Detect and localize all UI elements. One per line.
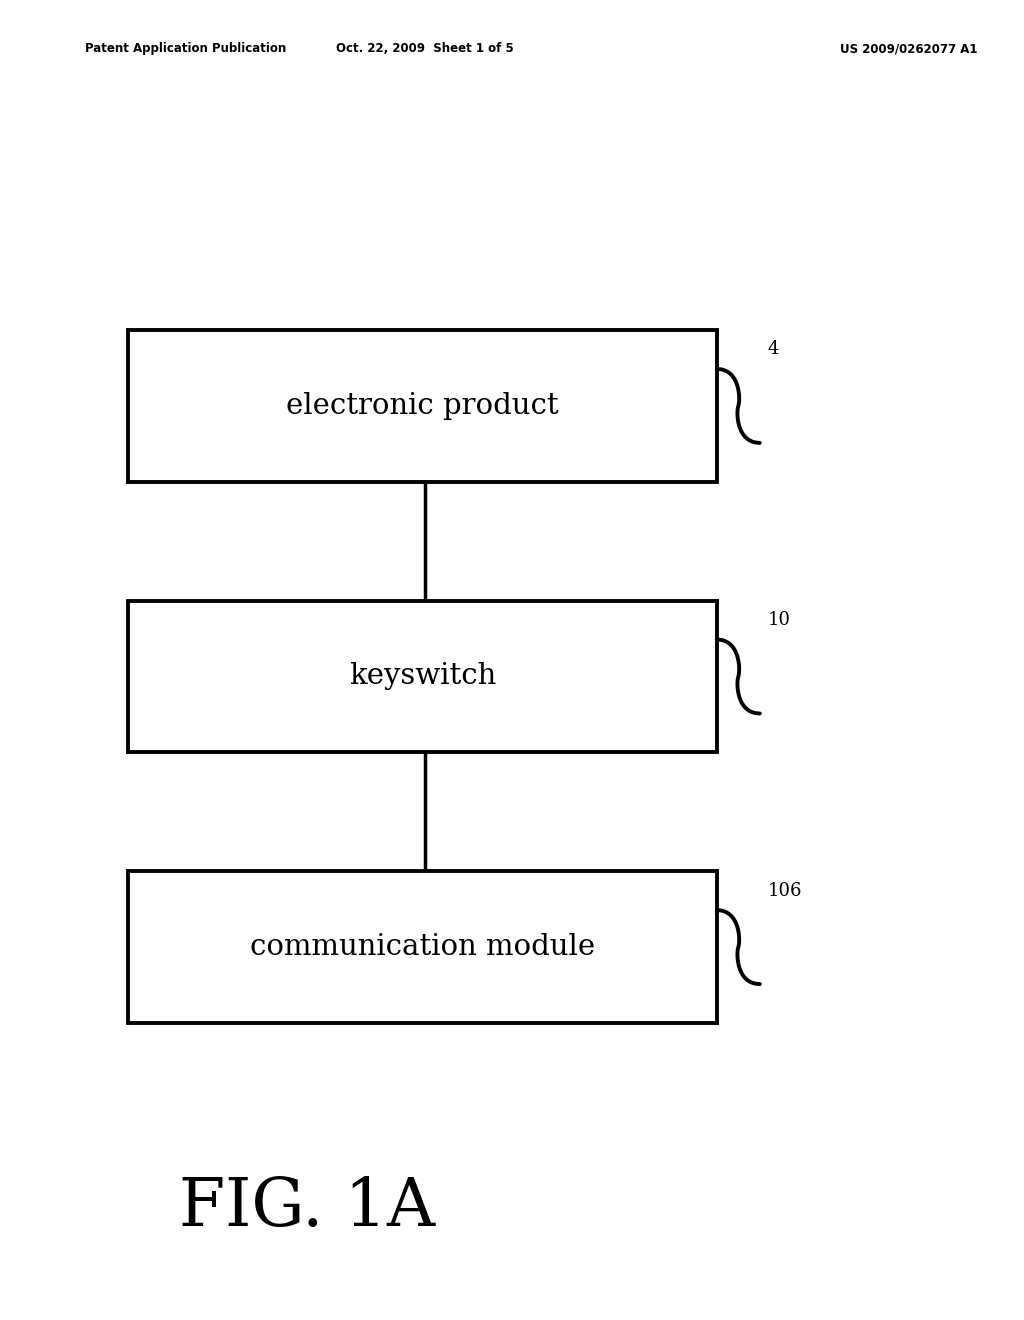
Bar xyxy=(128,871,717,1023)
Text: Oct. 22, 2009  Sheet 1 of 5: Oct. 22, 2009 Sheet 1 of 5 xyxy=(336,42,514,55)
Text: 4: 4 xyxy=(768,341,779,358)
Text: US 2009/0262077 A1: US 2009/0262077 A1 xyxy=(840,42,977,55)
Bar xyxy=(128,601,717,752)
Bar xyxy=(128,330,717,482)
Text: FIG. 1A: FIG. 1A xyxy=(179,1175,435,1241)
Text: 106: 106 xyxy=(768,882,803,900)
Text: electronic product: electronic product xyxy=(286,392,559,420)
Text: 10: 10 xyxy=(768,611,791,630)
Text: communication module: communication module xyxy=(250,933,595,961)
Text: keyswitch: keyswitch xyxy=(349,663,496,690)
Text: Patent Application Publication: Patent Application Publication xyxy=(85,42,287,55)
